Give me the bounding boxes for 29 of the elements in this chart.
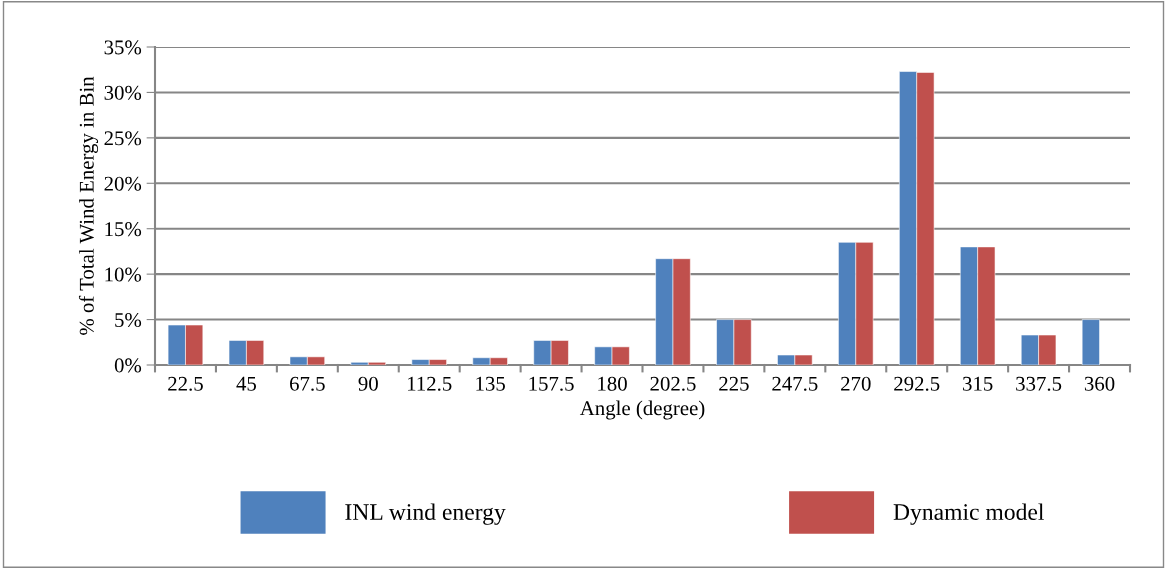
legend-label: INL wind energy — [345, 503, 506, 525]
x-tick-label: 292.5 — [894, 376, 940, 391]
x-tick-label: 45 — [236, 376, 257, 391]
x-axis-title: Angle (degree) — [579, 400, 705, 420]
x-tick-label: 135 — [476, 376, 505, 391]
bar — [1081, 319, 1100, 365]
y-tick-label: 5% — [115, 312, 142, 328]
x-tick-label: 337.5 — [1016, 376, 1062, 391]
y-tick-label: 15% — [105, 222, 142, 237]
x-tick-label: 360 — [1084, 376, 1115, 391]
y-tick-label: 25% — [104, 131, 142, 146]
x-tick-label: 90 — [358, 376, 378, 391]
legend-label: Dynamic model — [893, 503, 1044, 525]
y-tick-label: 20% — [104, 176, 142, 191]
y-tick-label: 0% — [114, 358, 142, 373]
x-tick-label: 225 — [719, 376, 749, 391]
x-tick-label: 67.5 — [290, 376, 325, 391]
x-tick-label: 270 — [841, 376, 871, 391]
x-tick-label: 202.5 — [650, 376, 696, 391]
x-tick-label: 112.5 — [408, 376, 452, 391]
x-tick-label: 157.5 — [529, 376, 574, 391]
y-axis-title: % of Total Wind Energy in Bin — [78, 76, 99, 335]
x-tick-label: 315 — [963, 376, 993, 391]
y-tick-label: 10% — [105, 267, 142, 282]
x-tick-label: 247.5 — [772, 376, 818, 391]
x-tick-label: 22.5 — [168, 376, 203, 391]
y-tick-label: 30% — [104, 85, 142, 100]
x-tick-label: 180 — [598, 376, 627, 391]
y-tick-label: 35% — [104, 40, 142, 55]
